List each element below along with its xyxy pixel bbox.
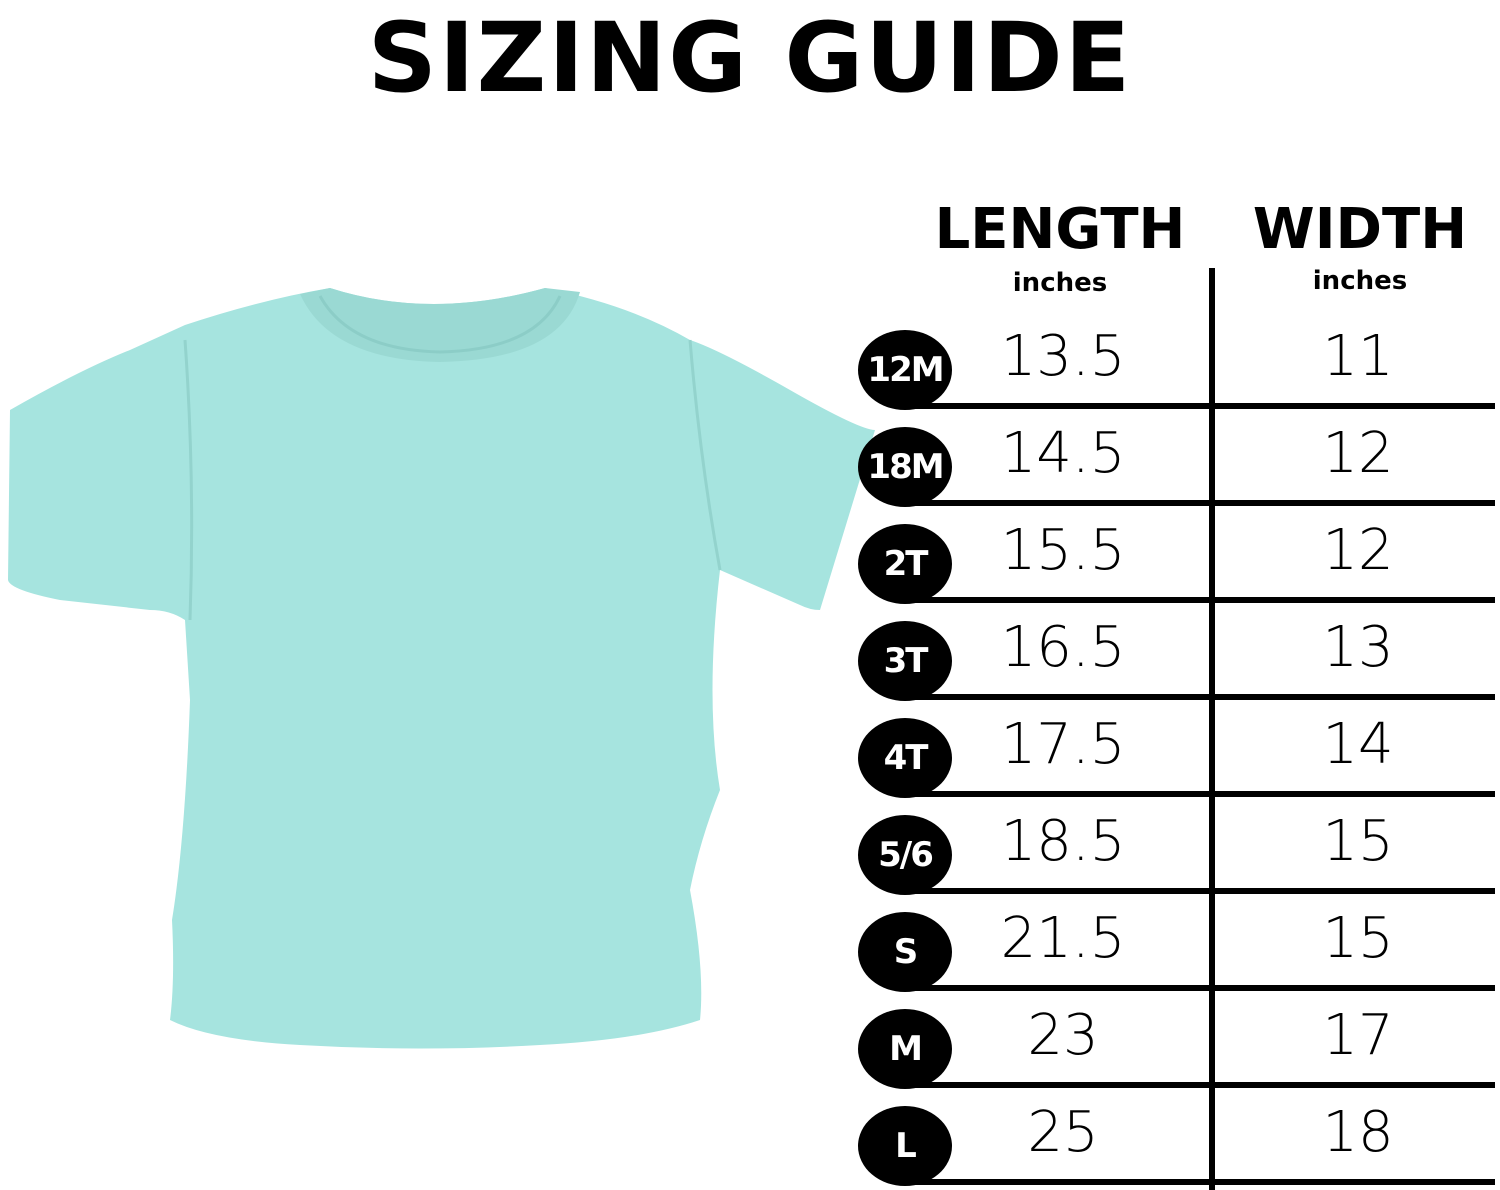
size-badge: M (858, 1009, 952, 1089)
row-divider (905, 597, 1495, 603)
size-badge: 12M (858, 330, 952, 410)
width-header: WIDTH (1252, 197, 1468, 262)
row-divider (905, 1082, 1495, 1088)
table-row: 3T 16.5 13 (0, 603, 1500, 701)
table-row: L 25 18 (0, 1088, 1500, 1186)
length-value: 15.5 (1000, 518, 1126, 583)
width-value: 12 (1322, 518, 1394, 583)
column-divider (1209, 268, 1215, 1190)
width-value: 11 (1322, 324, 1394, 389)
row-divider (905, 1179, 1495, 1185)
table-row: 18M 14.5 12 (0, 409, 1500, 507)
size-badge: 18M (858, 427, 952, 507)
row-divider (905, 888, 1495, 894)
size-badge: 3T (858, 621, 952, 701)
table-row: 4T 17.5 14 (0, 700, 1500, 798)
length-unit: inches (1012, 268, 1108, 298)
length-value: 23 (1027, 1003, 1099, 1068)
size-badge: 5/6 (858, 815, 952, 895)
row-divider (905, 791, 1495, 797)
table-row: 5/6 18.5 15 (0, 797, 1500, 895)
size-badge: 2T (858, 524, 952, 604)
length-value: 17.5 (1000, 712, 1126, 777)
length-value: 16.5 (1000, 615, 1126, 680)
width-value: 15 (1322, 906, 1394, 971)
table-row: M 23 17 (0, 991, 1500, 1089)
size-badge: S (858, 912, 952, 992)
length-value: 18.5 (1000, 809, 1126, 874)
width-value: 12 (1322, 421, 1394, 486)
row-divider (905, 985, 1495, 991)
row-divider (905, 694, 1495, 700)
width-value: 15 (1322, 809, 1394, 874)
length-value: 21.5 (1000, 906, 1126, 971)
width-unit: inches (1312, 266, 1408, 296)
size-badge: L (858, 1106, 952, 1186)
width-value: 18 (1322, 1100, 1394, 1165)
size-badge: 4T (858, 718, 952, 798)
width-value: 14 (1322, 712, 1394, 777)
t-shirt-image (8, 288, 875, 1049)
length-value: 25 (1027, 1100, 1099, 1165)
page-title: SIZING GUIDE (367, 2, 1133, 114)
length-value: 14.5 (1000, 421, 1126, 486)
width-value: 13 (1322, 615, 1394, 680)
table-row: S 21.5 15 (0, 894, 1500, 992)
length-value: 13.5 (1000, 324, 1126, 389)
table-row: 12M 13.5 11 (0, 312, 1500, 410)
row-divider (905, 500, 1495, 506)
table-row: 2T 15.5 12 (0, 506, 1500, 604)
length-header: LENGTH (934, 197, 1186, 262)
row-divider (905, 403, 1495, 409)
width-value: 17 (1322, 1003, 1394, 1068)
